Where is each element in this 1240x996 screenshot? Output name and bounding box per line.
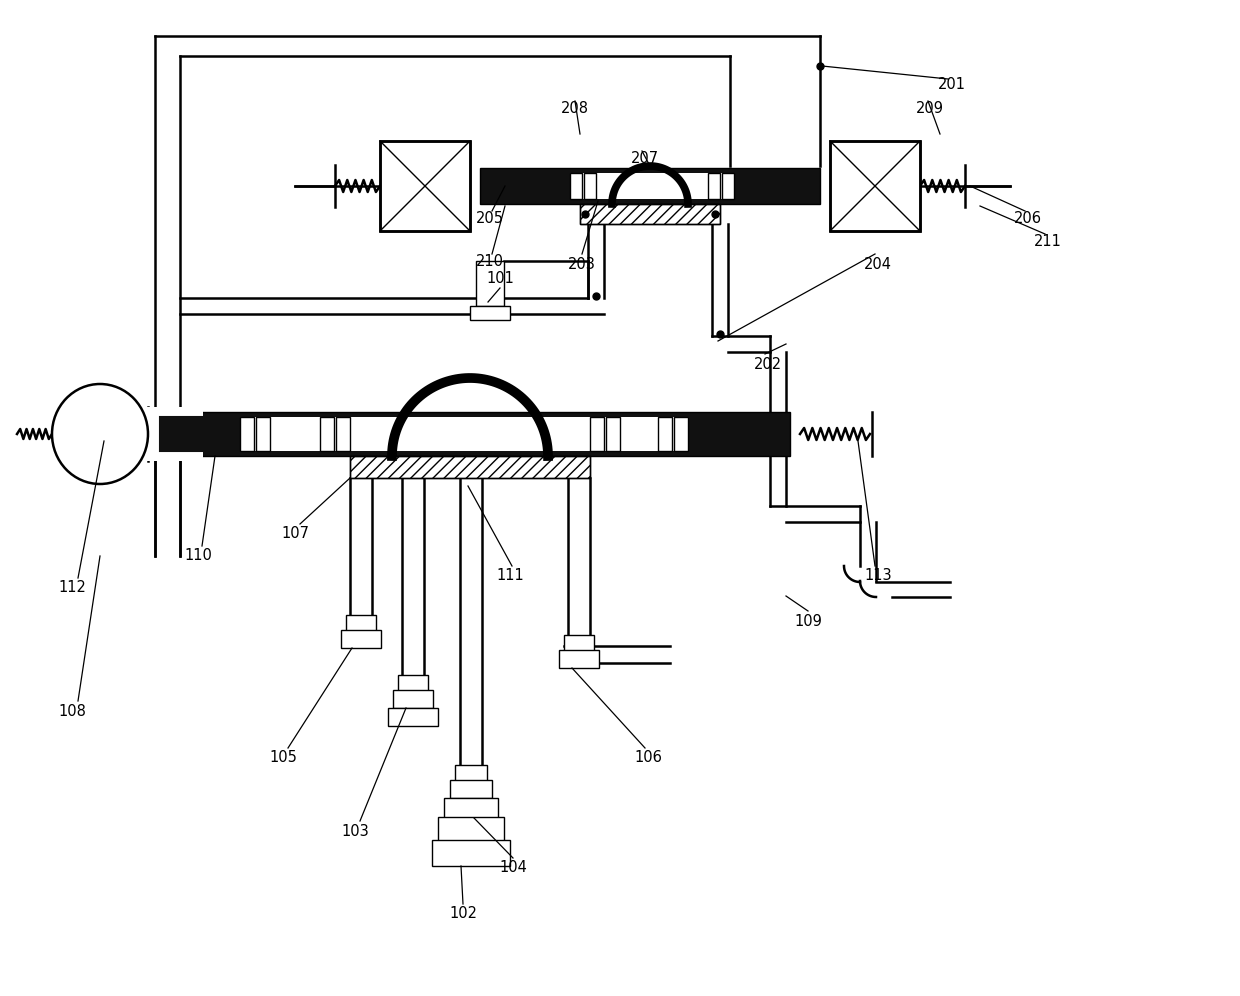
Bar xyxy=(570,173,582,199)
Bar xyxy=(606,417,620,451)
Bar xyxy=(336,417,350,451)
Bar xyxy=(559,650,599,668)
Text: 202: 202 xyxy=(754,357,782,372)
Text: 110: 110 xyxy=(184,549,212,564)
Bar xyxy=(484,173,816,199)
Bar xyxy=(450,780,492,798)
Text: 109: 109 xyxy=(794,614,822,628)
Text: 111: 111 xyxy=(496,569,523,584)
Bar xyxy=(350,456,590,478)
Bar xyxy=(432,840,510,866)
Bar xyxy=(398,675,428,691)
Bar xyxy=(393,690,433,708)
Text: 112: 112 xyxy=(58,581,86,596)
Text: 211: 211 xyxy=(1034,233,1061,248)
Bar xyxy=(476,261,503,306)
Text: 106: 106 xyxy=(634,751,662,766)
Bar xyxy=(830,141,920,231)
Text: 104: 104 xyxy=(498,861,527,875)
Bar xyxy=(455,765,487,781)
Text: 210: 210 xyxy=(476,254,503,269)
Text: 204: 204 xyxy=(864,257,892,272)
Bar xyxy=(388,708,438,726)
Bar xyxy=(689,417,785,451)
Text: 103: 103 xyxy=(341,824,368,839)
Bar xyxy=(438,817,503,841)
Text: 101: 101 xyxy=(486,271,513,286)
Bar xyxy=(100,407,203,461)
Bar xyxy=(255,417,270,451)
Bar xyxy=(580,204,720,224)
Bar xyxy=(675,417,688,451)
Bar xyxy=(590,417,604,451)
Bar xyxy=(484,173,570,199)
Bar xyxy=(444,798,498,818)
Bar xyxy=(346,615,376,631)
Bar xyxy=(730,173,816,199)
Bar xyxy=(830,141,920,231)
Bar xyxy=(379,141,470,231)
Bar xyxy=(564,635,594,651)
Bar xyxy=(155,412,790,456)
Bar xyxy=(658,417,672,451)
Bar xyxy=(241,417,254,451)
Text: 113: 113 xyxy=(864,569,892,584)
Bar xyxy=(341,630,381,648)
Text: 206: 206 xyxy=(1014,210,1042,225)
Bar xyxy=(470,306,510,320)
Bar xyxy=(480,168,820,204)
Text: 209: 209 xyxy=(916,101,944,116)
Text: 102: 102 xyxy=(449,906,477,921)
Bar xyxy=(160,417,785,451)
Text: 105: 105 xyxy=(269,751,296,766)
Text: 201: 201 xyxy=(937,77,966,92)
Bar xyxy=(320,417,334,451)
Bar xyxy=(708,173,720,199)
Text: 107: 107 xyxy=(281,527,309,542)
Text: 203: 203 xyxy=(568,257,596,272)
Text: 108: 108 xyxy=(58,703,86,718)
Text: 207: 207 xyxy=(631,150,660,165)
Bar xyxy=(160,417,241,451)
Bar xyxy=(722,173,734,199)
Text: 208: 208 xyxy=(560,101,589,116)
Bar xyxy=(379,141,470,231)
Bar xyxy=(580,204,720,224)
Text: 205: 205 xyxy=(476,210,503,225)
Bar xyxy=(584,173,596,199)
Ellipse shape xyxy=(52,384,148,484)
Bar xyxy=(350,456,590,478)
